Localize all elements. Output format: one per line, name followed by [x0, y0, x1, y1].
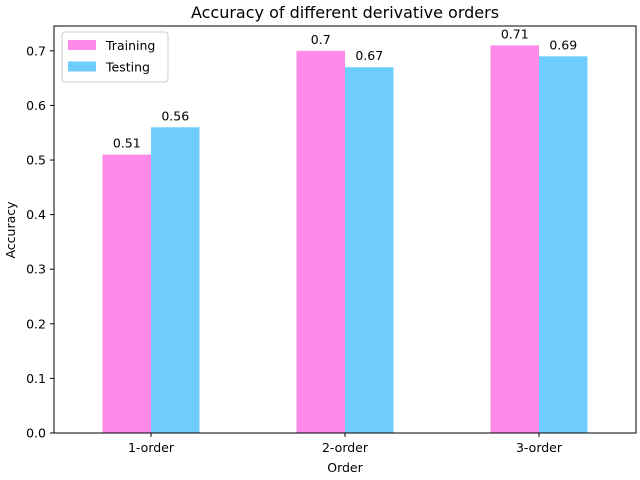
- data-label-testing-2-order: 0.67: [355, 48, 383, 63]
- x-tick-label: 2-order: [322, 440, 369, 455]
- data-label-training-2-order: 0.7: [311, 32, 331, 47]
- bar-testing-2-order: [345, 67, 394, 434]
- plot-area: 0.51 0.7 0.71 0.56 0.67 0.69 1-order 2-order 3-o…: [26, 26, 588, 455]
- data-label-training-3-order: 0.71: [501, 26, 529, 41]
- y-tick-label: 0.2: [26, 316, 46, 331]
- bar-training-1-order: [102, 154, 151, 434]
- bar-training-2-order: [296, 50, 345, 434]
- y-tick-label: 0.0: [26, 426, 46, 441]
- x-tick-label: 1-order: [128, 440, 175, 455]
- y-tick-label: 0.1: [26, 371, 46, 386]
- y-tick-label: 0.7: [26, 43, 46, 58]
- chart-title: Accuracy of different derivative orders: [191, 3, 499, 22]
- y-tick-label: 0.6: [26, 98, 46, 113]
- y-axis-label: Accuracy: [3, 201, 18, 259]
- x-tick-label: 3-order: [516, 440, 563, 455]
- legend-swatch-training: [68, 40, 96, 50]
- bar-testing-1-order: [151, 127, 200, 433]
- bar-training-3-order: [490, 45, 539, 433]
- data-label-testing-3-order: 0.69: [549, 37, 577, 52]
- data-label-testing-1-order: 0.56: [161, 108, 189, 123]
- plot-frame: [53, 25, 637, 434]
- x-axis-label: Order: [327, 460, 363, 475]
- legend-label-training: Training: [105, 38, 155, 53]
- legend-label-testing: Testing: [105, 60, 150, 75]
- y-tick-label: 0.4: [26, 207, 46, 222]
- bar-testing-3-order: [539, 56, 588, 433]
- y-tick-label: 0.3: [26, 262, 46, 277]
- y-tick-label: 0.5: [26, 153, 46, 168]
- legend-swatch-testing: [68, 61, 96, 72]
- data-label-training-1-order: 0.51: [113, 136, 141, 151]
- legend: Training Testing: [61, 31, 169, 83]
